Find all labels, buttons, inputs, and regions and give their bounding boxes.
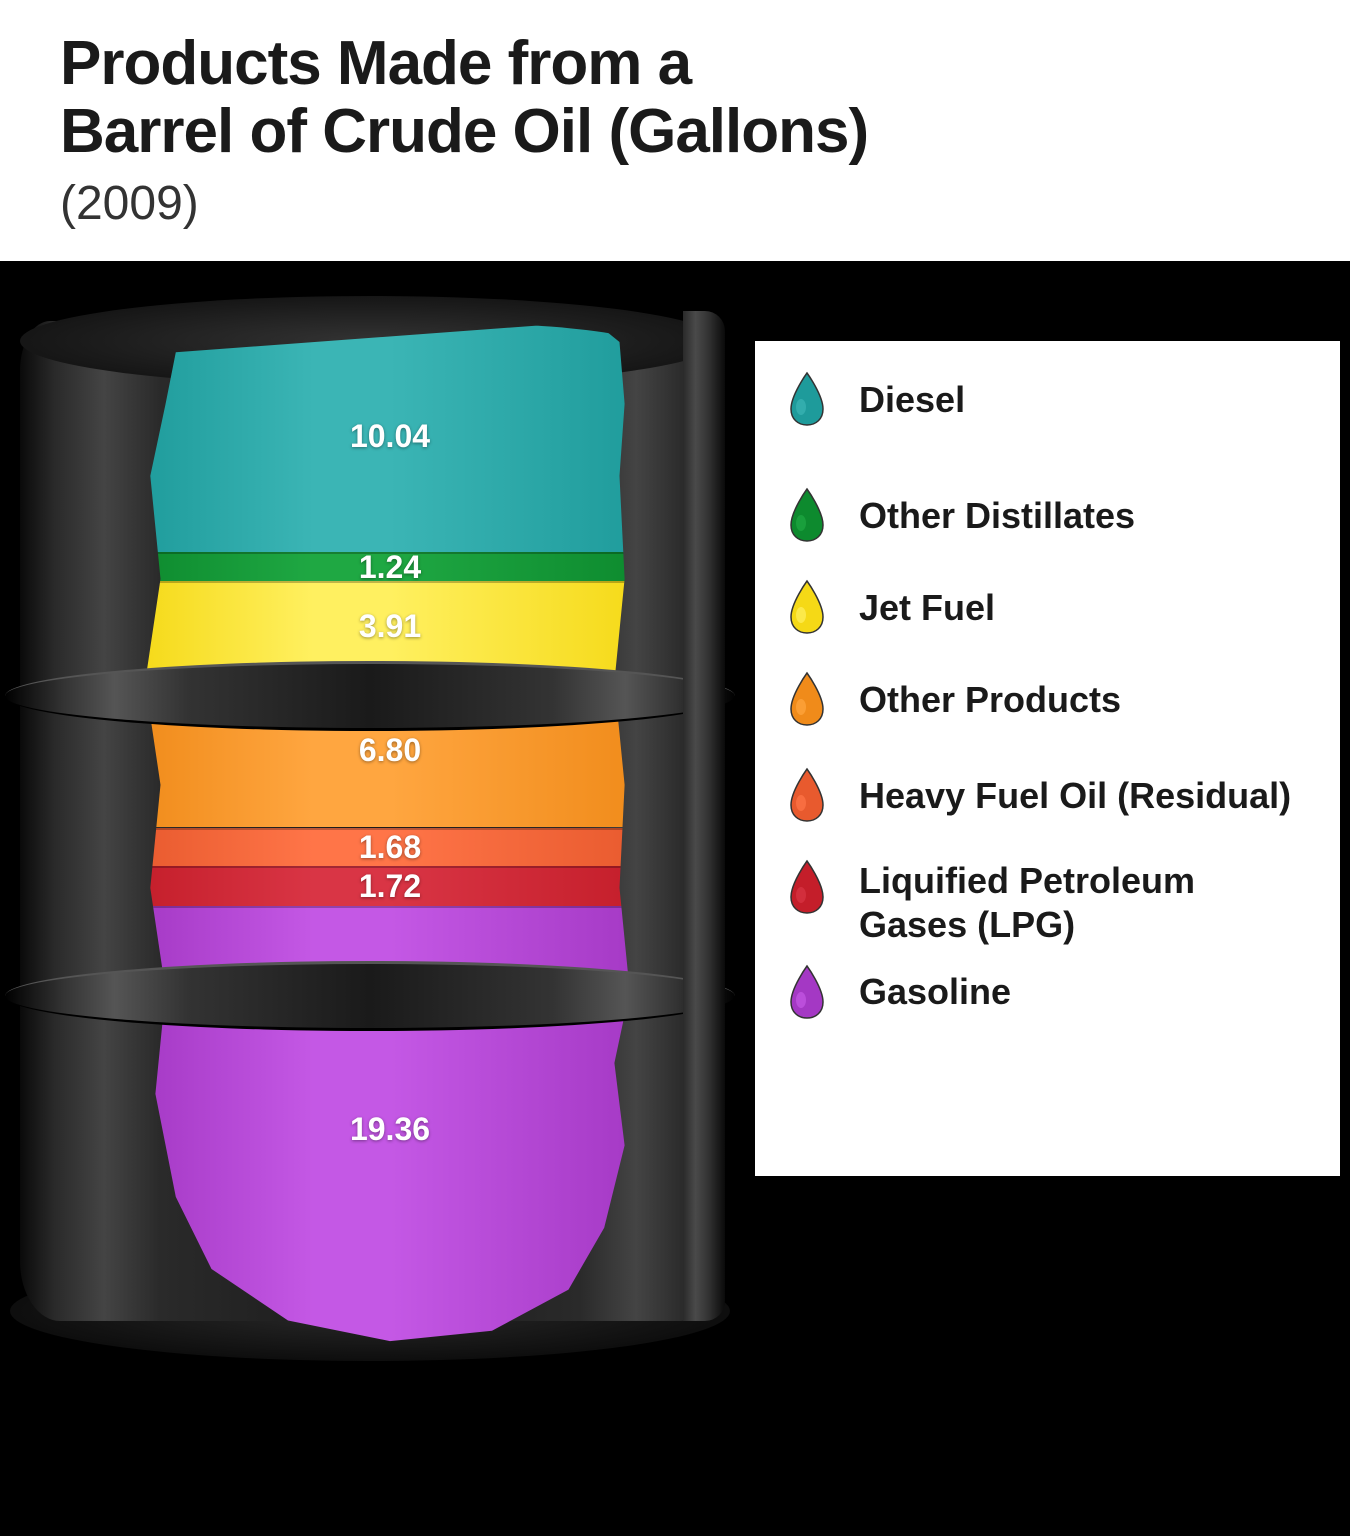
legend-label: Other Products xyxy=(859,678,1121,721)
legend-item: Jet Fuel xyxy=(785,579,1310,635)
barrel-right-edge xyxy=(683,311,725,1321)
title-line-2: Barrel of Crude Oil (Gallons) xyxy=(60,97,868,166)
layer-value: 3.91 xyxy=(359,608,421,645)
title-line-1: Products Made from a xyxy=(60,29,691,98)
barrel-container: 10.04 1.24 3.91 6.80 1.681.72 19.36 xyxy=(0,261,730,1441)
drop-icon xyxy=(785,579,829,635)
drop-icon xyxy=(785,487,829,543)
drop-icon xyxy=(785,767,829,823)
legend-label: Diesel xyxy=(859,378,965,421)
legend-label: Gasoline xyxy=(859,970,1011,1013)
legend-item: Other Distillates xyxy=(785,487,1310,543)
barrel-ring-lower xyxy=(5,961,735,1031)
layer-value: 1.72 xyxy=(359,868,421,905)
barrel-layer: 1.24 xyxy=(135,552,645,581)
drop-icon xyxy=(785,964,829,1020)
legend-item: Liquified Petroleum Gases (LPG) xyxy=(785,859,1310,945)
drop-icon xyxy=(785,371,829,427)
barrel-layer: 1.72 xyxy=(135,866,645,906)
year-label: (2009) xyxy=(60,176,1290,231)
legend-label: Heavy Fuel Oil (Residual) xyxy=(859,774,1291,817)
legend-panel: Diesel Other Distillates Jet Fuel Other … xyxy=(755,341,1340,1176)
legend-label: Liquified Petroleum Gases (LPG) xyxy=(859,859,1310,945)
barrel-layer: 3.91 xyxy=(135,581,645,671)
legend-item: Heavy Fuel Oil (Residual) xyxy=(785,767,1310,823)
barrel-ring-upper xyxy=(5,661,735,731)
barrel: 10.04 1.24 3.91 6.80 1.681.72 19.36 xyxy=(20,281,720,1381)
legend-label: Other Distillates xyxy=(859,494,1135,537)
layer-value: 19.36 xyxy=(350,1111,430,1148)
legend-item: Diesel xyxy=(785,371,1310,427)
layer-value: 6.80 xyxy=(359,732,421,769)
legend-item: Other Products xyxy=(785,671,1310,727)
layer-value: 10.04 xyxy=(350,418,430,455)
drop-icon xyxy=(785,859,829,915)
legend-label: Jet Fuel xyxy=(859,586,995,629)
barrel-layer: 1.68 xyxy=(135,828,645,867)
page-title: Products Made from a Barrel of Crude Oil… xyxy=(60,30,1290,166)
layer-value: 1.68 xyxy=(359,829,421,866)
barrel-layer: 10.04 xyxy=(135,321,645,552)
chart-area: Diesel Other Distillates Jet Fuel Other … xyxy=(0,261,1350,1441)
cutaway-mask: 10.04 1.24 3.91 6.80 1.681.72 19.36 xyxy=(135,321,645,1351)
legend-item: Gasoline xyxy=(785,964,1310,1020)
barrel-cutaway: 10.04 1.24 3.91 6.80 1.681.72 19.36 xyxy=(135,321,645,1351)
header: Products Made from a Barrel of Crude Oil… xyxy=(0,0,1350,261)
drop-icon xyxy=(785,671,829,727)
